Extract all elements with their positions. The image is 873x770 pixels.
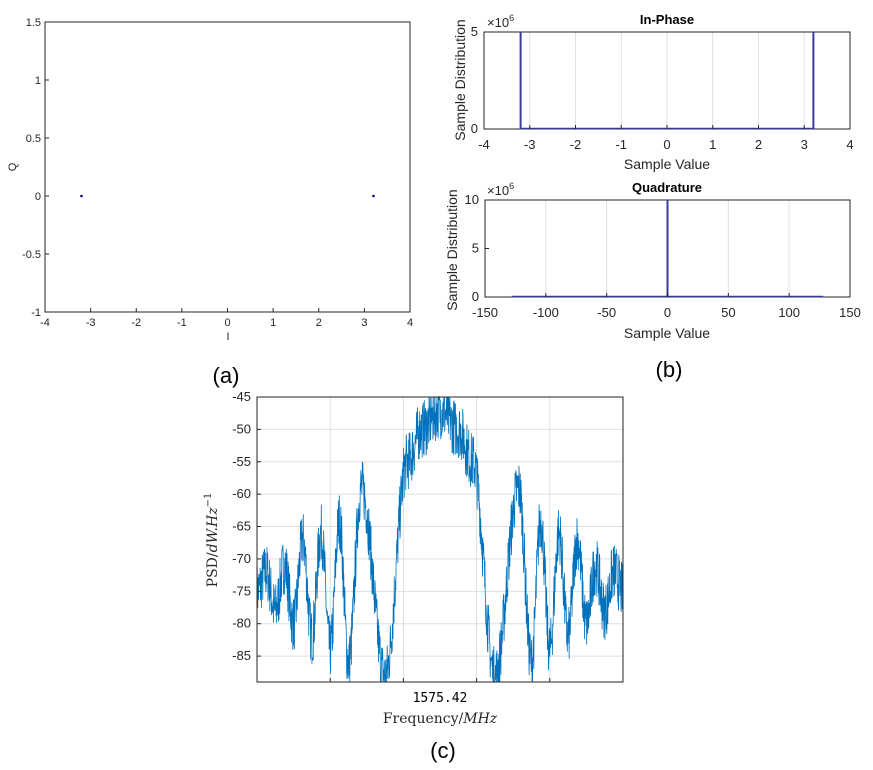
panel-c-xlabel: Frequency/MHz xyxy=(383,711,498,727)
panel-b1-ylabel: Sample Distribution xyxy=(452,19,468,140)
x-tick-label: 1 xyxy=(270,317,276,329)
y-tick-label: 5 xyxy=(472,241,479,256)
panel-b2-multiplier-exp: 6 xyxy=(509,181,514,191)
panel-c-psd-line xyxy=(256,395,624,683)
x-tick-label: 3 xyxy=(361,317,367,329)
y-tick-label: 0 xyxy=(471,121,478,136)
y-tick-label: -65 xyxy=(232,519,251,534)
x-tick-label: 0 xyxy=(664,305,671,320)
panel-b1-title: In-Phase xyxy=(640,12,694,27)
caption-c: (c) xyxy=(430,738,456,763)
x-tick-label: -3 xyxy=(524,137,536,152)
y-tick-label: -80 xyxy=(232,616,251,631)
panel-b1-multiplier: ×106 xyxy=(487,13,514,30)
panel-a-xlabel: I xyxy=(226,331,229,343)
panel-c-xlabel-text: Frequency/ xyxy=(383,711,464,727)
y-tick-label: -1 xyxy=(31,307,41,319)
x-tick-label: 150 xyxy=(839,305,861,320)
y-tick-label: 1 xyxy=(35,75,41,87)
y-tick-label: -70 xyxy=(232,551,251,566)
constellation-point xyxy=(80,194,83,198)
panel-b2-ylabel: Sample Distribution xyxy=(444,189,460,310)
x-tick-label: -4 xyxy=(40,317,50,329)
x-tick-label: 2 xyxy=(316,317,322,329)
x-tick-label: 4 xyxy=(407,317,413,329)
panel-c-xlabel-unit: MHz xyxy=(462,711,498,727)
caption-b: (b) xyxy=(656,357,683,382)
constellation-point xyxy=(372,194,375,198)
panel-c-center-frequency: 1575.42 xyxy=(413,691,468,706)
panel-c-ylabel-unit: dW.Hz xyxy=(205,507,221,553)
x-tick-label: -1 xyxy=(177,317,187,329)
x-tick-label: 100 xyxy=(778,305,800,320)
panel-c-frame xyxy=(256,396,624,683)
y-tick-label: 1.5 xyxy=(26,17,41,29)
x-tick-label: -1 xyxy=(615,137,627,152)
y-tick-label: -0.5 xyxy=(22,249,41,261)
panel-c-psd: -45 -50 -55 -60 -65 -70 -75 -80 -85 1575.42 Freq… xyxy=(203,389,624,727)
x-tick-label: 1 xyxy=(709,137,716,152)
panel-b1-xlabel: Sample Value xyxy=(624,156,710,172)
panel-b1-multiplier-base: ×10 xyxy=(487,15,509,30)
panel-b2-multiplier: ×106 xyxy=(487,181,514,198)
y-tick-label: 0 xyxy=(472,289,479,304)
x-tick-label: 2 xyxy=(755,137,762,152)
y-tick-label: 10 xyxy=(465,192,479,207)
panel-b2-title: Quadrature xyxy=(632,180,702,195)
y-tick-label: 0 xyxy=(35,191,41,203)
x-tick-label: 3 xyxy=(801,137,808,152)
panel-c-ylabel-exp: −1 xyxy=(203,493,214,508)
y-tick-label: -60 xyxy=(232,486,251,501)
y-tick-label: 0.5 xyxy=(26,133,41,145)
y-tick-label: -45 xyxy=(232,389,251,404)
panel-b-quadrature: -150 -100 -50 0 50 100 150 0 5 10 Quadrature ×106… xyxy=(444,180,861,341)
x-tick-label: -150 xyxy=(472,305,498,320)
panel-a-ylabel: Q xyxy=(7,162,19,171)
y-tick-label: -55 xyxy=(232,454,251,469)
y-tick-label: 5 xyxy=(471,24,478,39)
x-tick-label: -3 xyxy=(86,317,96,329)
x-tick-label: 50 xyxy=(721,305,735,320)
panel-c-ylabel-text: PSD/ xyxy=(205,552,221,587)
panel-c-ylabel: PSD/dW.Hz−1 xyxy=(203,493,221,588)
panel-b2-xlabel: Sample Value xyxy=(624,325,710,341)
x-tick-label: 0 xyxy=(663,137,670,152)
x-tick-label: -100 xyxy=(533,305,559,320)
panel-b-inphase: -4 -3 -2 -1 0 1 2 3 4 0 5 In-Phase ×106 Sample Val… xyxy=(452,12,854,172)
x-tick-label: -2 xyxy=(570,137,582,152)
x-tick-label: -2 xyxy=(131,317,141,329)
panel-a-constellation: -4 -3 -2 -1 0 1 2 3 4 -1 -0.5 0 0.5 1 1.5 I Q xyxy=(7,17,413,343)
x-tick-label: -50 xyxy=(597,305,616,320)
y-tick-label: -85 xyxy=(232,648,251,663)
y-tick-label: -50 xyxy=(232,421,251,436)
panel-b2-multiplier-base: ×10 xyxy=(487,183,509,198)
panel-b1-multiplier-exp: 6 xyxy=(509,13,514,23)
y-tick-label: -75 xyxy=(232,583,251,598)
x-tick-label: 4 xyxy=(846,137,853,152)
x-tick-label: 0 xyxy=(224,317,230,329)
panel-a-frame xyxy=(44,21,411,313)
x-tick-label: -4 xyxy=(478,137,490,152)
caption-a: (a) xyxy=(213,363,240,388)
